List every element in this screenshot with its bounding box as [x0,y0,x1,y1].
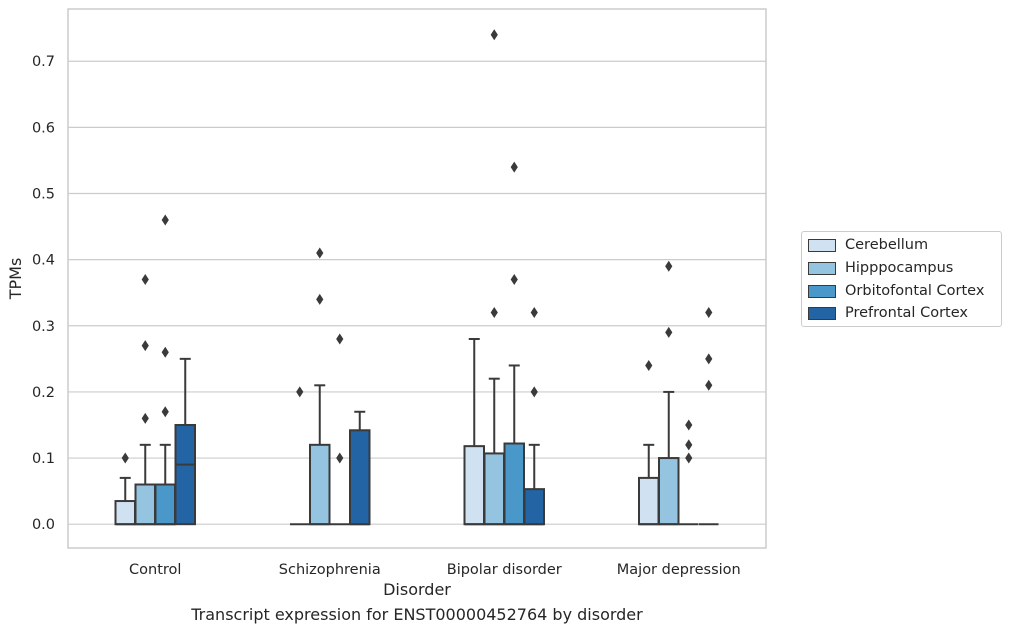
plot-frame [67,8,767,549]
outlier-prefrontal-cortex-major-depression-2 [705,307,713,319]
outlier-orbitofontal-cortex-bipolar-disorder-0 [510,273,518,285]
x-tick-label-major-depression: Major depression [617,562,741,578]
outlier-hipppocampus-schizophrenia-0 [316,293,324,305]
outlier-orbitofontal-cortex-major-depression-2 [685,419,693,431]
outlier-cerebellum-control-0 [121,452,129,464]
legend: Cerebellum Hipppocampus Orbitofontal Cor… [801,231,1002,327]
y-axis-ticks: 0.0 0.1 0.2 0.3 0.4 0.5 0.6 0.7 [32,54,55,533]
y-tick-label-0.1: 0.1 [32,451,55,467]
outlier-orbitofontal-cortex-control-2 [161,214,169,226]
box-body-cerebellum-bipolar-disorder [463,445,485,526]
legend-label-hippocampus: Hipppocampus [845,260,954,276]
box-body-hipppocampus-control [134,483,156,526]
box-prefrontal-cortex-bipolar-disorder [523,307,545,526]
box-orbitofontal-cortex-schizophrenia [330,333,350,526]
box-body-cerebellum-control [114,500,136,526]
outlier-hipppocampus-control-1 [141,340,149,352]
y-tick-label-0.7: 0.7 [32,54,55,70]
x-tick-label-bipolar-disorder: Bipolar disorder [447,562,562,578]
legend-item-cerebellum: Cerebellum [808,235,928,255]
box-body-prefrontal-cortex-bipolar-disorder [523,488,545,526]
x-axis-title: Disorder [383,580,451,599]
box-body-prefrontal-cortex-control [174,423,196,526]
outlier-hipppocampus-major-depression-1 [665,260,673,272]
legend-label-orbitofrontal-cortex: Orbitofontal Cortex [845,283,985,299]
box-body-hipppocampus-major-depression [658,457,680,526]
figure-caption: Transcript expression for ENST0000045276… [191,605,643,624]
outlier-cerebellum-major-depression-0 [645,359,653,371]
y-tick-label-0.4: 0.4 [32,253,55,269]
box-cerebellum-control [114,452,136,526]
box-body-cerebellum-major-depression [638,476,660,526]
outlier-prefrontal-cortex-major-depression-1 [705,353,713,365]
box-body-orbitofontal-cortex-bipolar-disorder [503,442,525,526]
legend-item-orbitofrontal-cortex: Orbitofontal Cortex [808,281,984,301]
outlier-hipppocampus-schizophrenia-1 [316,247,324,259]
box-orbitofontal-cortex-major-depression [679,419,699,526]
y-tick-label-0.5: 0.5 [32,187,55,203]
y-tick-label-0.2: 0.2 [32,385,55,401]
box-cerebellum-schizophrenia [290,386,310,526]
outlier-hipppocampus-control-0 [141,412,149,424]
x-tick-label-control: Control [129,562,181,578]
box-plots [114,29,719,526]
x-tick-label-schizophrenia: Schizophrenia [279,562,381,578]
outlier-orbitofontal-cortex-major-depression-1 [685,439,693,451]
legend-item-hippocampus: Hipppocampus [808,258,953,278]
outlier-orbitofontal-cortex-bipolar-disorder-1 [510,161,518,173]
box-prefrontal-cortex-schizophrenia [349,410,371,526]
box-body-hipppocampus-bipolar-disorder [483,452,505,526]
outlier-hipppocampus-bipolar-disorder-0 [490,307,498,319]
outlier-orbitofontal-cortex-control-1 [161,346,169,358]
legend-swatch-hippocampus [808,261,836,275]
outlier-prefrontal-cortex-major-depression-0 [705,379,713,391]
legend-item-prefrontal-cortex: Prefrontal Cortex [808,303,968,323]
outlier-orbitofontal-cortex-control-0 [161,406,169,418]
y-tick-label-0.3: 0.3 [32,319,55,335]
box-orbitofontal-cortex-control [154,214,176,526]
legend-label-prefrontal-cortex: Prefrontal Cortex [845,305,968,321]
box-hipppocampus-major-depression [658,260,680,526]
outlier-prefrontal-cortex-bipolar-disorder-0 [530,386,538,398]
box-orbitofontal-cortex-bipolar-disorder [503,161,525,526]
box-cerebellum-bipolar-disorder [463,338,485,526]
outlier-cerebellum-schizophrenia-0 [296,386,304,398]
y-axis-title: TPMs [6,258,25,301]
outlier-orbitofontal-cortex-major-depression-0 [685,452,693,464]
box-prefrontal-cortex-control [174,357,196,526]
outlier-prefrontal-cortex-bipolar-disorder-1 [530,307,538,319]
gridlines [68,60,766,525]
outlier-hipppocampus-control-2 [141,273,149,285]
box-prefrontal-cortex-major-depression [699,307,719,526]
y-tick-label-0.6: 0.6 [32,120,55,136]
outlier-orbitofontal-cortex-schizophrenia-1 [336,333,344,345]
legend-swatch-prefrontal-cortex [808,306,836,320]
box-body-hipppocampus-schizophrenia [309,443,331,526]
box-hipppocampus-schizophrenia [309,247,331,526]
box-hipppocampus-control [134,273,156,526]
box-cerebellum-major-depression [638,359,660,526]
outlier-hipppocampus-major-depression-0 [665,326,673,338]
box-body-orbitofontal-cortex-control [154,483,176,526]
outlier-hipppocampus-bipolar-disorder-1 [490,29,498,41]
legend-swatch-cerebellum [808,238,836,252]
x-axis-ticks: Control Schizophrenia Bipolar disorder Majo… [129,562,741,578]
box-body-prefrontal-cortex-schizophrenia [349,429,371,526]
legend-label-cerebellum: Cerebellum [845,237,929,253]
box-hipppocampus-bipolar-disorder [483,29,505,526]
legend-swatch-orbitofrontal-cortex [808,284,836,298]
y-tick-label-0.0: 0.0 [32,517,55,533]
outlier-orbitofontal-cortex-schizophrenia-0 [336,452,344,464]
